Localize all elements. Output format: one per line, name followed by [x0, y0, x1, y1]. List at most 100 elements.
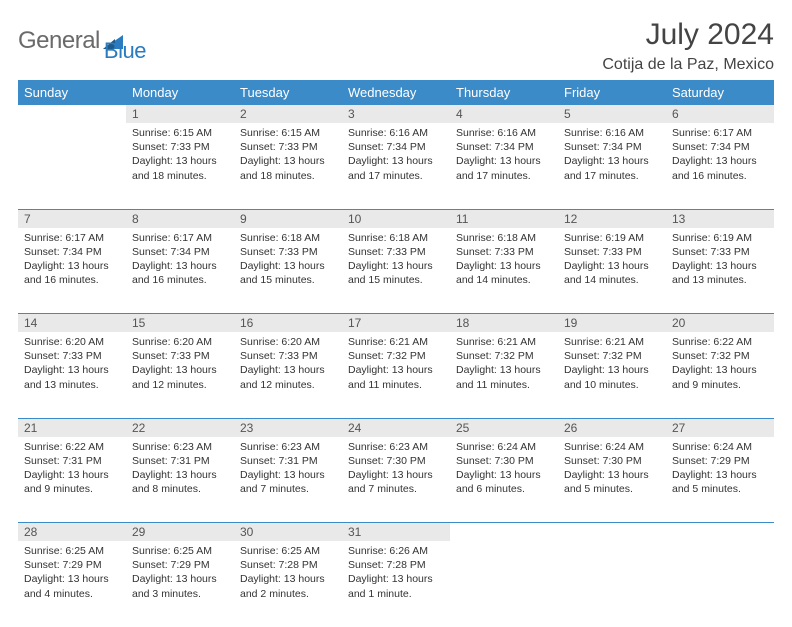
daylight-text: Daylight: 13 hours and 13 minutes.: [24, 363, 120, 391]
sunset-text: Sunset: 7:34 PM: [24, 245, 120, 259]
daylight-text: Daylight: 13 hours and 9 minutes.: [24, 468, 120, 496]
sunset-text: Sunset: 7:33 PM: [240, 349, 336, 363]
sunset-text: Sunset: 7:33 PM: [564, 245, 660, 259]
sunrise-text: Sunrise: 6:15 AM: [132, 126, 228, 140]
day-number: 25: [450, 418, 558, 437]
sunrise-text: Sunrise: 6:21 AM: [564, 335, 660, 349]
day-cell: Sunrise: 6:16 AMSunset: 7:34 PMDaylight:…: [450, 123, 558, 209]
day-cell: Sunrise: 6:24 AMSunset: 7:30 PMDaylight:…: [450, 437, 558, 523]
sunrise-text: Sunrise: 6:15 AM: [240, 126, 336, 140]
day-cell: Sunrise: 6:15 AMSunset: 7:33 PMDaylight:…: [234, 123, 342, 209]
daylight-text: Daylight: 13 hours and 17 minutes.: [456, 154, 552, 182]
day-number: 18: [450, 314, 558, 333]
sunset-text: Sunset: 7:31 PM: [240, 454, 336, 468]
sunrise-text: Sunrise: 6:23 AM: [132, 440, 228, 454]
day-number: 28: [18, 523, 126, 542]
day-cell: Sunrise: 6:22 AMSunset: 7:32 PMDaylight:…: [666, 332, 774, 418]
daylight-text: Daylight: 13 hours and 16 minutes.: [132, 259, 228, 287]
day-number: 24: [342, 418, 450, 437]
sunset-text: Sunset: 7:30 PM: [564, 454, 660, 468]
daynum-row: 123456: [18, 105, 774, 123]
daynum-row: 78910111213: [18, 209, 774, 228]
day-cell: Sunrise: 6:17 AMSunset: 7:34 PMDaylight:…: [666, 123, 774, 209]
day-number: 1: [126, 105, 234, 123]
day-number: 6: [666, 105, 774, 123]
daylight-text: Daylight: 13 hours and 3 minutes.: [132, 572, 228, 600]
sunset-text: Sunset: 7:30 PM: [348, 454, 444, 468]
daylight-text: Daylight: 13 hours and 16 minutes.: [672, 154, 768, 182]
day-number: 8: [126, 209, 234, 228]
day-cell: Sunrise: 6:24 AMSunset: 7:30 PMDaylight:…: [558, 437, 666, 523]
sunrise-text: Sunrise: 6:23 AM: [348, 440, 444, 454]
sunset-text: Sunset: 7:28 PM: [348, 558, 444, 572]
sunrise-text: Sunrise: 6:20 AM: [240, 335, 336, 349]
sunset-text: Sunset: 7:32 PM: [564, 349, 660, 363]
weekday-header: Thursday: [450, 80, 558, 105]
daylight-text: Daylight: 13 hours and 5 minutes.: [564, 468, 660, 496]
daylight-text: Daylight: 13 hours and 15 minutes.: [348, 259, 444, 287]
day-number: [18, 105, 126, 123]
day-number: [558, 523, 666, 542]
sunrise-text: Sunrise: 6:17 AM: [672, 126, 768, 140]
day-number: 19: [558, 314, 666, 333]
sunset-text: Sunset: 7:32 PM: [348, 349, 444, 363]
day-number: 17: [342, 314, 450, 333]
sunset-text: Sunset: 7:29 PM: [672, 454, 768, 468]
daynum-row: 21222324252627: [18, 418, 774, 437]
daylight-text: Daylight: 13 hours and 13 minutes.: [672, 259, 768, 287]
day-number: [666, 523, 774, 542]
sunset-text: Sunset: 7:31 PM: [132, 454, 228, 468]
day-cell: Sunrise: 6:23 AMSunset: 7:31 PMDaylight:…: [126, 437, 234, 523]
info-row: Sunrise: 6:20 AMSunset: 7:33 PMDaylight:…: [18, 332, 774, 418]
day-number: 2: [234, 105, 342, 123]
day-number: 10: [342, 209, 450, 228]
day-number: 20: [666, 314, 774, 333]
day-cell: Sunrise: 6:18 AMSunset: 7:33 PMDaylight:…: [342, 228, 450, 314]
day-number: 14: [18, 314, 126, 333]
weekday-header: Monday: [126, 80, 234, 105]
sunset-text: Sunset: 7:33 PM: [240, 140, 336, 154]
daylight-text: Daylight: 13 hours and 7 minutes.: [240, 468, 336, 496]
day-cell: Sunrise: 6:20 AMSunset: 7:33 PMDaylight:…: [18, 332, 126, 418]
day-cell: Sunrise: 6:23 AMSunset: 7:30 PMDaylight:…: [342, 437, 450, 523]
daylight-text: Daylight: 13 hours and 8 minutes.: [132, 468, 228, 496]
sunrise-text: Sunrise: 6:24 AM: [672, 440, 768, 454]
day-cell: Sunrise: 6:21 AMSunset: 7:32 PMDaylight:…: [342, 332, 450, 418]
day-number: [450, 523, 558, 542]
day-cell: [450, 541, 558, 627]
sunset-text: Sunset: 7:34 PM: [132, 245, 228, 259]
sunrise-text: Sunrise: 6:25 AM: [240, 544, 336, 558]
logo: General Blue: [18, 18, 146, 64]
sunset-text: Sunset: 7:30 PM: [456, 454, 552, 468]
day-cell: Sunrise: 6:16 AMSunset: 7:34 PMDaylight:…: [342, 123, 450, 209]
daylight-text: Daylight: 13 hours and 2 minutes.: [240, 572, 336, 600]
weekday-header: Sunday: [18, 80, 126, 105]
sunset-text: Sunset: 7:33 PM: [240, 245, 336, 259]
sunset-text: Sunset: 7:34 PM: [456, 140, 552, 154]
weekday-header-row: Sunday Monday Tuesday Wednesday Thursday…: [18, 80, 774, 105]
day-number: 12: [558, 209, 666, 228]
weekday-header: Tuesday: [234, 80, 342, 105]
day-cell: [558, 541, 666, 627]
day-cell: Sunrise: 6:25 AMSunset: 7:28 PMDaylight:…: [234, 541, 342, 627]
sunrise-text: Sunrise: 6:20 AM: [132, 335, 228, 349]
sunrise-text: Sunrise: 6:16 AM: [456, 126, 552, 140]
day-cell: Sunrise: 6:15 AMSunset: 7:33 PMDaylight:…: [126, 123, 234, 209]
day-cell: Sunrise: 6:24 AMSunset: 7:29 PMDaylight:…: [666, 437, 774, 523]
day-cell: Sunrise: 6:18 AMSunset: 7:33 PMDaylight:…: [450, 228, 558, 314]
day-cell: Sunrise: 6:21 AMSunset: 7:32 PMDaylight:…: [450, 332, 558, 418]
day-number: 31: [342, 523, 450, 542]
day-number: 15: [126, 314, 234, 333]
sunrise-text: Sunrise: 6:22 AM: [24, 440, 120, 454]
daylight-text: Daylight: 13 hours and 14 minutes.: [564, 259, 660, 287]
info-row: Sunrise: 6:25 AMSunset: 7:29 PMDaylight:…: [18, 541, 774, 627]
sunset-text: Sunset: 7:33 PM: [24, 349, 120, 363]
daylight-text: Daylight: 13 hours and 7 minutes.: [348, 468, 444, 496]
day-number: 16: [234, 314, 342, 333]
sunset-text: Sunset: 7:28 PM: [240, 558, 336, 572]
sunset-text: Sunset: 7:33 PM: [132, 140, 228, 154]
daylight-text: Daylight: 13 hours and 14 minutes.: [456, 259, 552, 287]
sunset-text: Sunset: 7:29 PM: [132, 558, 228, 572]
sunrise-text: Sunrise: 6:18 AM: [348, 231, 444, 245]
day-cell: Sunrise: 6:17 AMSunset: 7:34 PMDaylight:…: [126, 228, 234, 314]
